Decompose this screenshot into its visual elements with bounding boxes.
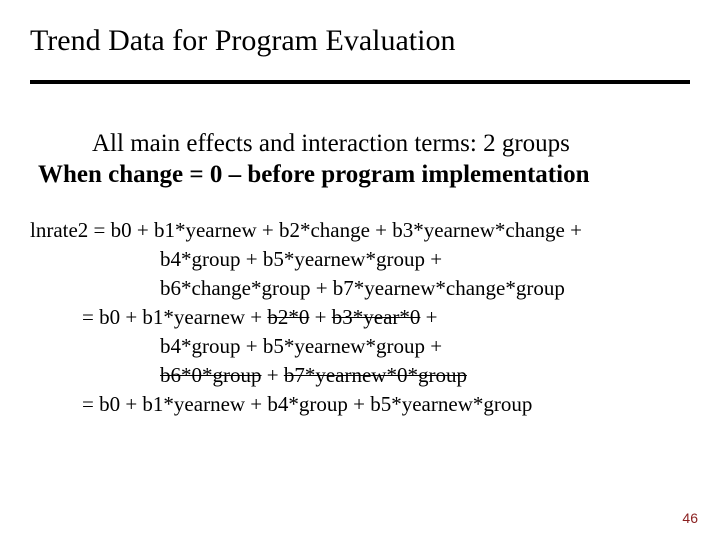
eq-row-3: = b0 + b1*yearnew + b4*group + b5*yearne…	[30, 390, 694, 419]
eq-row-2a: = b0 + b1*yearnew + b2*0 + b3*year*0 +	[30, 303, 694, 332]
eq-row-2b: b4*group + b5*yearnew*group +	[30, 332, 694, 361]
slide-title: Trend Data for Program Evaluation	[30, 24, 455, 58]
page-number: 46	[682, 510, 698, 526]
eq-row-2c: b6*0*group + b7*yearnew*0*group	[30, 361, 694, 390]
eq-row-2c-mid: +	[262, 363, 284, 387]
slide: Trend Data for Program Evaluation All ma…	[0, 0, 720, 540]
eq-row-1a: lnrate2 = b0 + b1*yearnew + b2*change + …	[30, 216, 694, 245]
eq-row-2c-strike-2: b7*yearnew*0*group	[284, 363, 467, 387]
intro-line-2: When change = 0 – before program impleme…	[38, 159, 682, 190]
intro-line-1: All main effects and interaction terms: …	[38, 128, 682, 159]
eq-row-2a-strike-2: b3*year*0	[332, 305, 421, 329]
eq-row-2a-suffix: +	[420, 305, 437, 329]
eq-row-2a-strike-1: b2*0	[267, 305, 309, 329]
eq-row-1b: b4*group + b5*yearnew*group +	[30, 245, 694, 274]
eq-row-2c-strike-1: b6*0*group	[160, 363, 262, 387]
intro-block: All main effects and interaction terms: …	[38, 128, 682, 191]
eq-row-2a-prefix: = b0 + b1*yearnew +	[82, 305, 267, 329]
eq-row-1c: b6*change*group + b7*yearnew*change*grou…	[30, 274, 694, 303]
equation-block: lnrate2 = b0 + b1*yearnew + b2*change + …	[30, 216, 694, 419]
eq-row-2a-mid: +	[309, 305, 331, 329]
horizontal-rule	[30, 80, 690, 84]
